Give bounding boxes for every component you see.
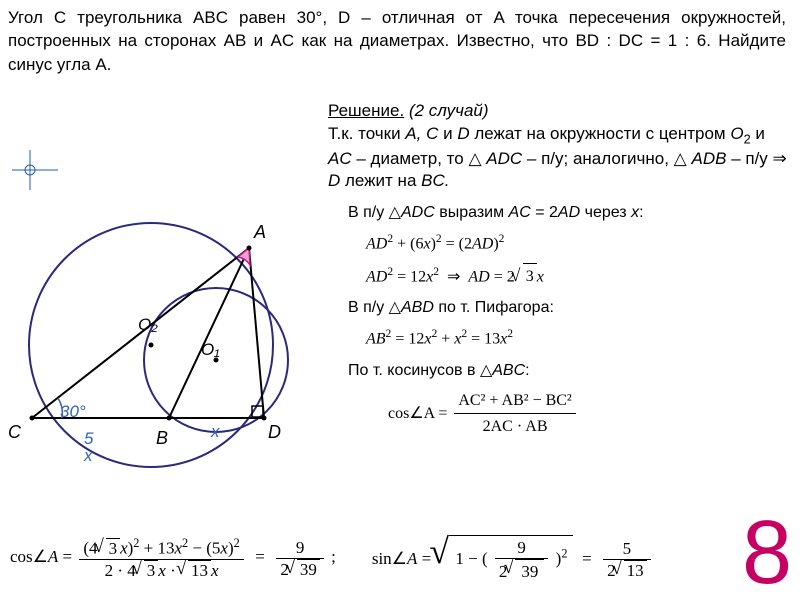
cos-lhs: cos∠A = <box>388 404 447 421</box>
sol-l1h: – диаметр, то △ <box>356 149 481 168</box>
sol-l1g: AC <box>328 149 352 168</box>
cos-rhs-num: 9 <box>276 538 324 559</box>
formula-2: AD2 = 12x2 ⇒ AD = 23x <box>366 263 790 290</box>
sol-l1a: Т.к. точки <box>328 124 405 143</box>
sol-l1e: лежат на окружности с центром <box>474 124 730 143</box>
deriv-line2: В п/у △ABD по т. Пифагора: <box>348 295 790 321</box>
sol-l1b: A, C <box>405 124 443 143</box>
derivation-block: В п/у △ADC выразим AC = 2AD через x: AD2… <box>348 200 790 446</box>
cosA-expanded: cos∠A = (43x)2 + 13x2 − (5x)2 2 · 43x · … <box>10 536 336 581</box>
formula-3: AB2 = 12x2 + x2 = 13x2 <box>366 325 790 352</box>
label-O2: О₂ <box>138 315 158 335</box>
label-O1: О₁ <box>201 340 220 360</box>
sol-l1f: и <box>755 124 765 143</box>
cos-num: AC² + AB² − BC² <box>454 388 575 415</box>
sin-inner-num: 9 <box>495 538 549 559</box>
sol-l1o: BC. <box>421 171 449 190</box>
sol-l1d: D <box>457 124 474 143</box>
cos-formula: cos∠A = AC² + AB² − BC² 2AC · AB <box>388 388 790 440</box>
sol-l1n: лежит на <box>345 171 421 190</box>
label-A: A <box>254 222 266 243</box>
sol-l1c: и <box>443 124 457 143</box>
sol-l1j: – п/у; аналогично, △ <box>527 149 687 168</box>
problem-statement: Угол C треугольника ABC равен 30°, D – о… <box>8 6 786 76</box>
solution-case: (2 случай) <box>409 101 489 120</box>
deriv-line3: По т. косинусов в △ABC: <box>348 358 790 384</box>
label-B: B <box>156 428 168 449</box>
sin-rhs-num: 5 <box>603 539 651 560</box>
formula-1: AD2 + (6x)2 = (2AD)2 <box>366 230 790 257</box>
problem-text: Угол C треугольника ABC равен 30°, D – о… <box>8 8 786 74</box>
label-C: C <box>8 422 21 443</box>
sol-l1l: – п/у ⇒ <box>731 149 787 168</box>
solution-header-block: Решение. (2 случай) Т.к. точки A, C и D … <box>328 100 790 193</box>
page-number: 8 <box>742 508 792 598</box>
sol-l1i: ADC <box>486 149 522 168</box>
geometry-diagram: A B C D О₁ О₂ 30° x 5x <box>6 150 326 470</box>
sol-l1k: ADB <box>691 149 726 168</box>
label-D: D <box>268 422 281 443</box>
deriv-line1: В п/у △ADC выразим AC = 2AD через x: <box>348 200 790 226</box>
sol-l1m: D <box>328 171 345 190</box>
sinA-expanded: sin∠A = 1 − ( 9 239 )2 = 5 213 <box>372 535 654 582</box>
bottom-formulas: cos∠A = (43x)2 + 13x2 − (5x)2 2 · 43x · … <box>10 535 700 582</box>
solution-header: Решение. <box>328 101 404 120</box>
cos-den: 2AC · AB <box>454 414 575 440</box>
label-x: x <box>211 422 220 442</box>
label-30deg: 30° <box>60 402 86 422</box>
label-5x: 5x <box>84 430 93 464</box>
